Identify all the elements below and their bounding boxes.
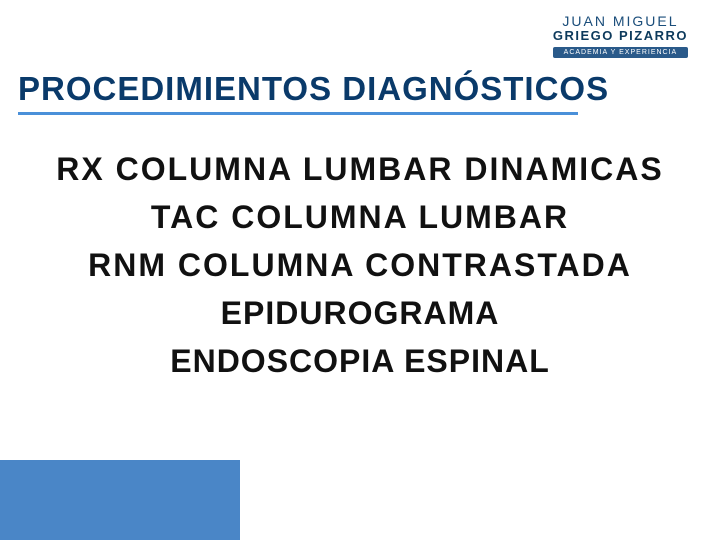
logo-line1: JUAN MIGUEL xyxy=(553,14,688,29)
list-item: RX COLUMNA LUMBAR DINAMICAS xyxy=(0,145,720,193)
logo-line2: GRIEGO PIZARRO xyxy=(553,29,688,43)
logo-tagline: ACADEMIA Y EXPERIENCIA xyxy=(553,47,688,59)
list-item: RNM COLUMNA CONTRASTADA xyxy=(0,241,720,289)
procedures-list: RX COLUMNA LUMBAR DINAMICAS TAC COLUMNA … xyxy=(0,145,720,385)
list-item: ENDOSCOPIA ESPINAL xyxy=(0,337,720,385)
list-item: TAC COLUMNA LUMBAR xyxy=(0,193,720,241)
author-logo: JUAN MIGUEL GRIEGO PIZARRO ACADEMIA Y EX… xyxy=(553,14,688,58)
list-item: EPIDUROGRAMA xyxy=(0,289,720,337)
slide-title: PROCEDIMIENTOS DIAGNÓSTICOS xyxy=(18,70,702,108)
footer-accent-band xyxy=(0,460,240,540)
slide-title-block: PROCEDIMIENTOS DIAGNÓSTICOS xyxy=(18,70,702,115)
title-underline xyxy=(18,112,578,115)
